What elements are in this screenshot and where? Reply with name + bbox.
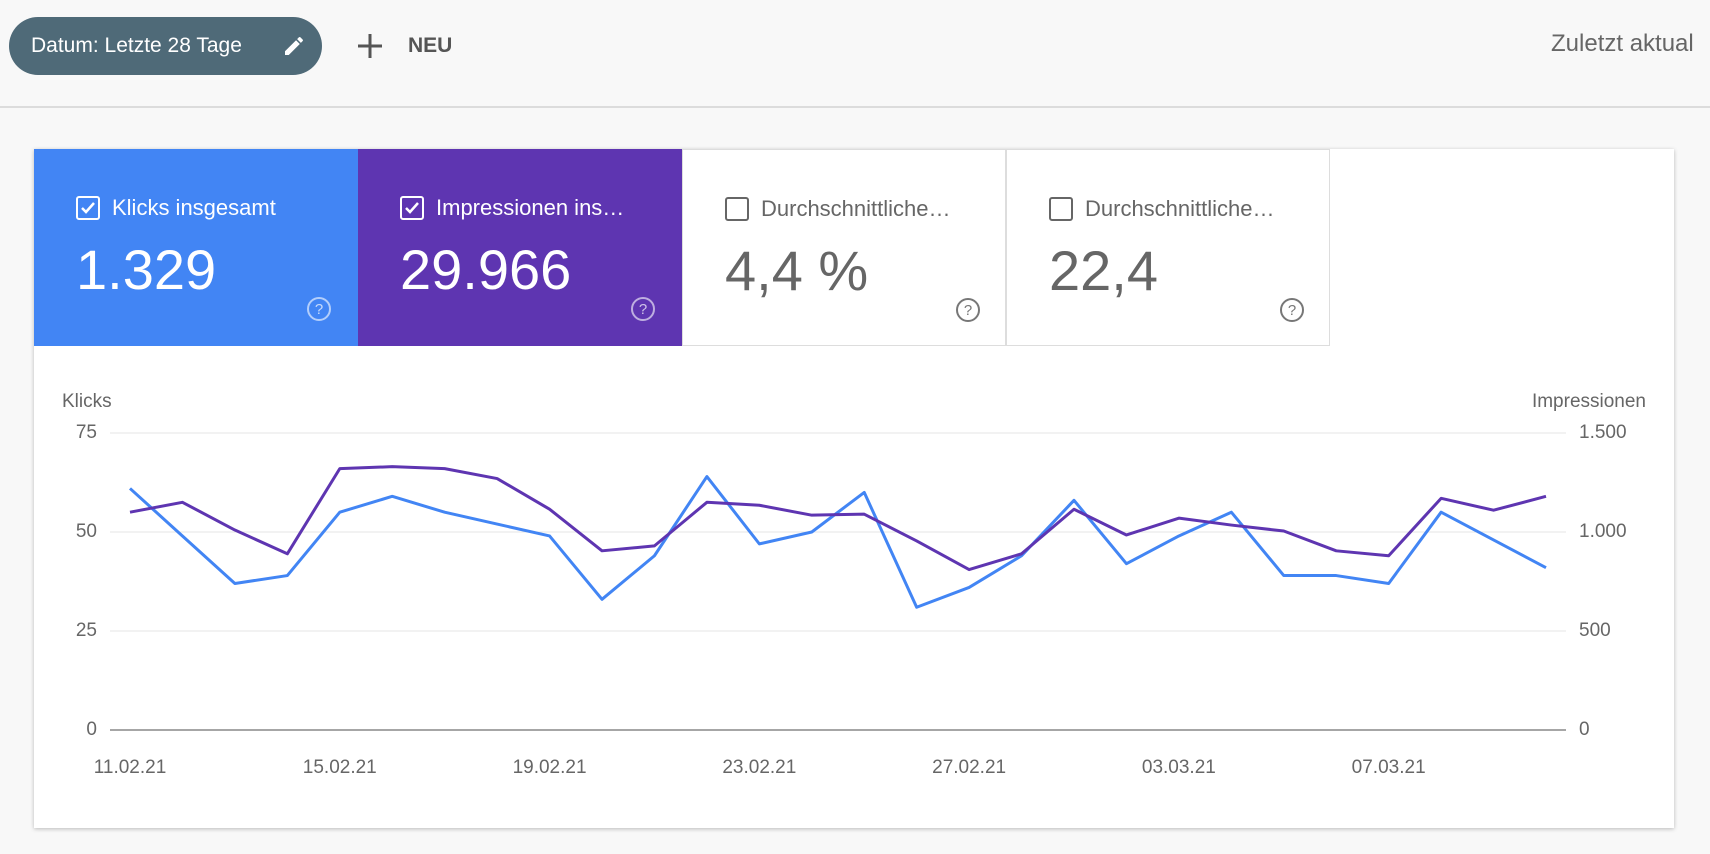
x-tick-label: 23.02.21 [722,757,796,778]
x-tick-label: 15.02.21 [303,757,377,778]
svg-text:?: ? [315,301,323,318]
metric-label: Klicks insgesamt [112,195,276,220]
metric-label: Durchschnittliche… [1085,196,1275,221]
x-tick-label: 27.02.21 [932,757,1006,778]
metric-tile[interactable]: Durchschnittliche… 4,4 %? [682,149,1006,346]
x-tick-label: 11.02.21 [94,757,167,778]
checkbox[interactable] [400,196,424,220]
y2-tick-label: 1.000 [1579,521,1627,542]
metric-tile[interactable]: Klicks insgesamt 1.329? [34,149,358,346]
x-tick-label: 03.03.21 [1142,757,1216,778]
y2-tick-label: 1.500 [1579,422,1627,443]
x-tick-label: 19.02.21 [513,757,587,778]
help-icon[interactable]: ? [306,296,332,322]
y-tick-label: 25 [76,620,97,641]
help-icon[interactable]: ? [1279,297,1305,323]
y-tick-label: 75 [76,422,97,443]
y2-axis-label: Impressionen [1532,391,1646,412]
y-tick-label: 0 [86,719,97,740]
plus-icon [358,34,382,58]
metric-label: Durchschnittliche… [761,196,951,221]
series-line [128,475,1547,609]
metric-value: 22,4 [1049,239,1158,302]
last-updated: Zuletzt aktual [1551,30,1694,57]
metric-value: 4,4 % [725,239,869,302]
metric-value: 29.966 [400,238,572,301]
metric-value: 1.329 [76,238,217,301]
help-icon[interactable]: ? [630,296,656,322]
edit-icon [285,36,303,55]
metric-label: Impressionen ins… [436,195,625,220]
help-icon[interactable]: ? [955,297,981,323]
new-button[interactable]: NEU [356,26,452,66]
metric-tile[interactable]: Durchschnittliche… 22,4? [1006,149,1330,346]
checkbox[interactable] [76,196,100,220]
performance-card: Klicks insgesamt 1.329? Impressionen ins… 2… [34,149,1674,828]
metric-tile[interactable]: Impressionen ins… 29.966? [358,149,682,346]
date-filter-label: Datum: Letzte 28 Tage [31,34,242,57]
y2-tick-label: 0 [1579,719,1590,740]
y-tick-label: 50 [76,521,97,542]
checkbox[interactable] [1049,197,1073,221]
y-axis-label: Klicks [62,391,112,412]
date-filter[interactable]: Datum: Letzte 28 Tage [9,17,322,75]
checkbox[interactable] [725,197,749,221]
x-tick-label: 07.03.21 [1352,757,1426,778]
svg-text:?: ? [964,302,972,319]
y2-tick-label: 500 [1579,620,1611,641]
svg-text:?: ? [639,301,647,318]
svg-text:?: ? [1288,302,1296,319]
toolbar: Datum: Letzte 28 Tage NEU Zuletzt aktual [0,0,1710,108]
new-label: NEU [408,34,453,57]
series-line [129,465,1547,572]
